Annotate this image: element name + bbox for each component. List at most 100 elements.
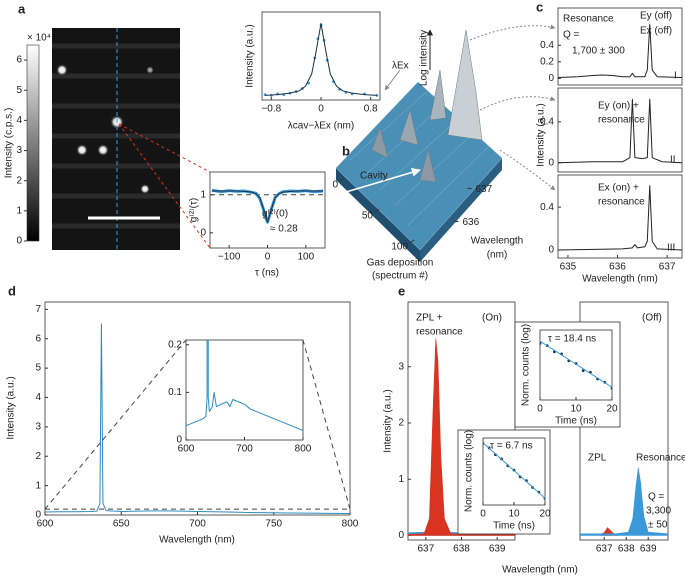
confocal-image — [52, 28, 211, 250]
annotation: Q = — [648, 492, 665, 503]
annotation: ZPL — [588, 453, 607, 464]
x-tick-label: 800 — [295, 444, 312, 455]
annotation: Resonance — [563, 14, 614, 25]
series-line — [558, 185, 682, 251]
x-tick-label: 20 — [539, 509, 551, 520]
zoom-line — [118, 123, 211, 249]
x-axis-label: Wavelength (nm) — [502, 565, 578, 576]
x-axis-label: Time (ns) — [555, 416, 597, 427]
cavity-arrow — [345, 167, 421, 193]
y-axis-label: Intensity (a.u.) — [245, 24, 256, 87]
y-tick-label: 3 — [16, 145, 22, 156]
x-tick-label: 638 — [453, 544, 470, 555]
x-tick-label: 10 — [508, 509, 520, 520]
surface-peak — [399, 109, 419, 146]
series-group — [483, 442, 545, 500]
y-tick-label: 2 — [16, 175, 22, 186]
x-tick-label: 700 — [189, 519, 206, 530]
series-group — [540, 340, 612, 390]
x-axis-label: Wavelength (nm) — [582, 274, 658, 285]
x-axis-label: τ (ns) — [255, 268, 279, 279]
annotation: Ex (off) — [640, 26, 672, 37]
x-axis-label: Gas deposition — [367, 258, 434, 269]
y-tick-label: 4 — [35, 392, 41, 403]
annotation: resonance — [598, 115, 645, 126]
y-tick-label: 2 — [35, 451, 41, 462]
y-tick-label: 0.4 — [540, 202, 554, 213]
surface-plot — [335, 24, 556, 262]
y-axis-label: Wavelength — [471, 236, 523, 247]
plot-area — [557, 174, 683, 259]
x-tick-label: −0.8 — [261, 104, 281, 115]
series-line — [211, 190, 324, 223]
series-line — [186, 340, 303, 431]
y-tick-label: 0 — [548, 73, 554, 84]
x-tick-label: 700 — [236, 444, 253, 455]
x-tick-label: 20 — [606, 404, 618, 415]
y-axis-label: g⁽²⁾(τ) — [189, 198, 200, 222]
y-tick-label: 0 — [548, 157, 554, 168]
series-line — [45, 323, 350, 515]
annotation: resonance — [598, 197, 645, 208]
x-tick-label: 637 — [417, 544, 434, 555]
y-tick-label: 6 — [16, 55, 22, 66]
z-axis-label: Log intensity — [419, 30, 430, 86]
annotation: II — [670, 155, 676, 166]
surface-peak — [419, 149, 437, 183]
y-axis-label: Norm. counts (log) — [464, 430, 475, 512]
annotation: III — [667, 243, 675, 254]
series-group — [263, 22, 379, 97]
annotation: 1,700 ± 300 — [572, 46, 625, 57]
y-axis-label: Norm. counts (log) — [521, 324, 532, 406]
multiplier: × 10⁴ — [27, 33, 51, 44]
panel-label: b — [342, 143, 350, 158]
link-arrow — [479, 96, 556, 111]
surface-peak — [371, 127, 389, 159]
y-tick-label: 0 — [35, 510, 41, 521]
surface-side — [420, 158, 502, 262]
annotation: I — [674, 71, 677, 82]
y-tick-label: 0 — [200, 227, 206, 238]
plot-area — [209, 171, 326, 249]
surface-peak — [429, 69, 447, 121]
y-tick-label: 1 — [200, 189, 206, 200]
x-axis-label: (spectrum #) — [372, 271, 428, 282]
lambda-arrow — [384, 69, 401, 91]
annotation: τ = 6.7 ns — [490, 441, 533, 452]
data-point — [581, 369, 585, 372]
x-tick-label: 639 — [489, 544, 506, 555]
series-line — [558, 98, 682, 164]
image-bands — [52, 43, 180, 229]
x-axis-label: Wavelength (nm) — [159, 535, 235, 546]
x-tick — [409, 239, 415, 244]
zoom-line — [44, 339, 187, 510]
x-tick — [339, 177, 345, 182]
series-group — [186, 340, 303, 431]
annotation: (Off) — [642, 313, 662, 324]
x-tick-label: 100 — [391, 242, 408, 253]
x-tick-label: 0 — [332, 180, 338, 191]
y-tick-label: 2 — [398, 418, 404, 429]
x-tick-label: 0 — [265, 252, 271, 263]
series-line — [483, 442, 545, 499]
plot-area — [185, 339, 304, 441]
x-tick-label: 50 — [362, 211, 374, 222]
x-tick-label: 600 — [37, 519, 54, 530]
annotation: Ey (off) — [640, 11, 672, 22]
series-group — [558, 24, 682, 79]
emitter-spot — [97, 144, 109, 156]
y-tick-label: 637 — [476, 184, 493, 195]
annotation: Resonance — [636, 453, 685, 464]
y-tick-label: 0 — [398, 530, 404, 541]
y-tick-label: 3 — [35, 422, 41, 433]
x-tick-label: 800 — [342, 519, 359, 530]
y-tick-label: 636 — [463, 217, 480, 228]
y-tick-label: 0.2 — [540, 56, 554, 67]
data-point — [540, 341, 542, 345]
annotation: resonance — [416, 327, 463, 338]
surface-peak — [447, 29, 483, 141]
y-tick-label: 7 — [35, 304, 41, 315]
plot-area — [557, 7, 683, 86]
annotation: g⁽²⁾(0) — [262, 209, 288, 220]
